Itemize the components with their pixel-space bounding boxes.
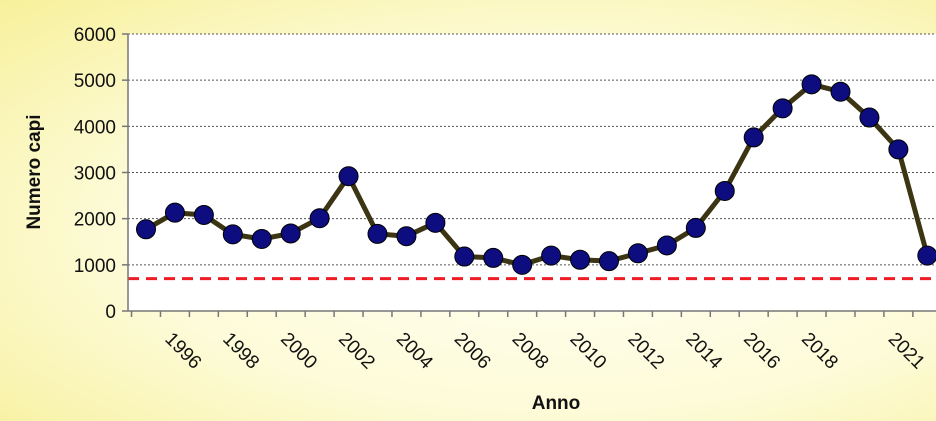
data-point <box>743 127 764 148</box>
x-tick-label: 1998 <box>218 329 263 374</box>
data-point <box>454 246 475 267</box>
x-axis-title: Anno <box>532 393 581 414</box>
y-tick-label: 4000 <box>74 117 116 138</box>
data-point <box>830 81 851 102</box>
data-point <box>917 245 936 266</box>
data-point <box>338 166 359 187</box>
data-point <box>627 243 648 264</box>
data-point <box>772 98 793 119</box>
data-point <box>136 219 156 240</box>
x-tick-label: 2018 <box>797 329 842 374</box>
x-tick-label: 2012 <box>623 329 668 374</box>
data-point <box>512 254 533 275</box>
x-tick-label: 2004 <box>392 329 437 374</box>
y-tick-label: 6000 <box>74 25 116 46</box>
data-points <box>136 74 936 275</box>
x-tick-label: 2014 <box>681 329 726 374</box>
data-point <box>570 249 591 270</box>
x-tick-label: 2006 <box>450 329 495 374</box>
data-point <box>599 251 620 272</box>
data-point <box>164 202 185 223</box>
data-point <box>222 224 243 245</box>
data-point <box>685 217 706 238</box>
data-point <box>251 228 272 249</box>
x-tick-label: 1996 <box>160 329 205 374</box>
x-tick-label: 2010 <box>566 329 611 374</box>
y-tick-labels: 0 1000 2000 3000 4000 5000 6000 <box>74 25 128 323</box>
data-point <box>367 223 388 244</box>
data-point <box>425 212 446 233</box>
y-tick-label: 1000 <box>74 256 116 277</box>
y-axis-title: Numero capi <box>24 114 45 229</box>
data-point <box>656 235 677 256</box>
y-tick-label: 3000 <box>74 164 116 185</box>
y-tick-label: 0 <box>105 302 116 323</box>
data-point <box>801 74 822 95</box>
x-tick-label: 2008 <box>508 329 553 374</box>
data-point <box>193 204 214 225</box>
data-point <box>888 139 909 160</box>
data-point <box>714 180 735 201</box>
x-tick-label: 2016 <box>739 329 784 374</box>
series-line <box>144 81 930 268</box>
y-tick-label: 2000 <box>74 210 116 231</box>
data-point <box>396 226 417 247</box>
data-point <box>859 107 880 128</box>
x-tick-label: 2021 <box>884 329 929 374</box>
x-tick-labels: 1996 1998 2000 2002 2004 2006 2008 2010 2012 2014… <box>130 311 929 374</box>
x-tick-label: 2000 <box>276 329 321 374</box>
y-tick-label: 5000 <box>74 71 116 92</box>
data-point <box>280 223 301 244</box>
data-point <box>541 245 562 266</box>
data-point <box>309 208 330 229</box>
data-point <box>483 247 504 268</box>
x-tick-label: 2002 <box>334 329 379 374</box>
